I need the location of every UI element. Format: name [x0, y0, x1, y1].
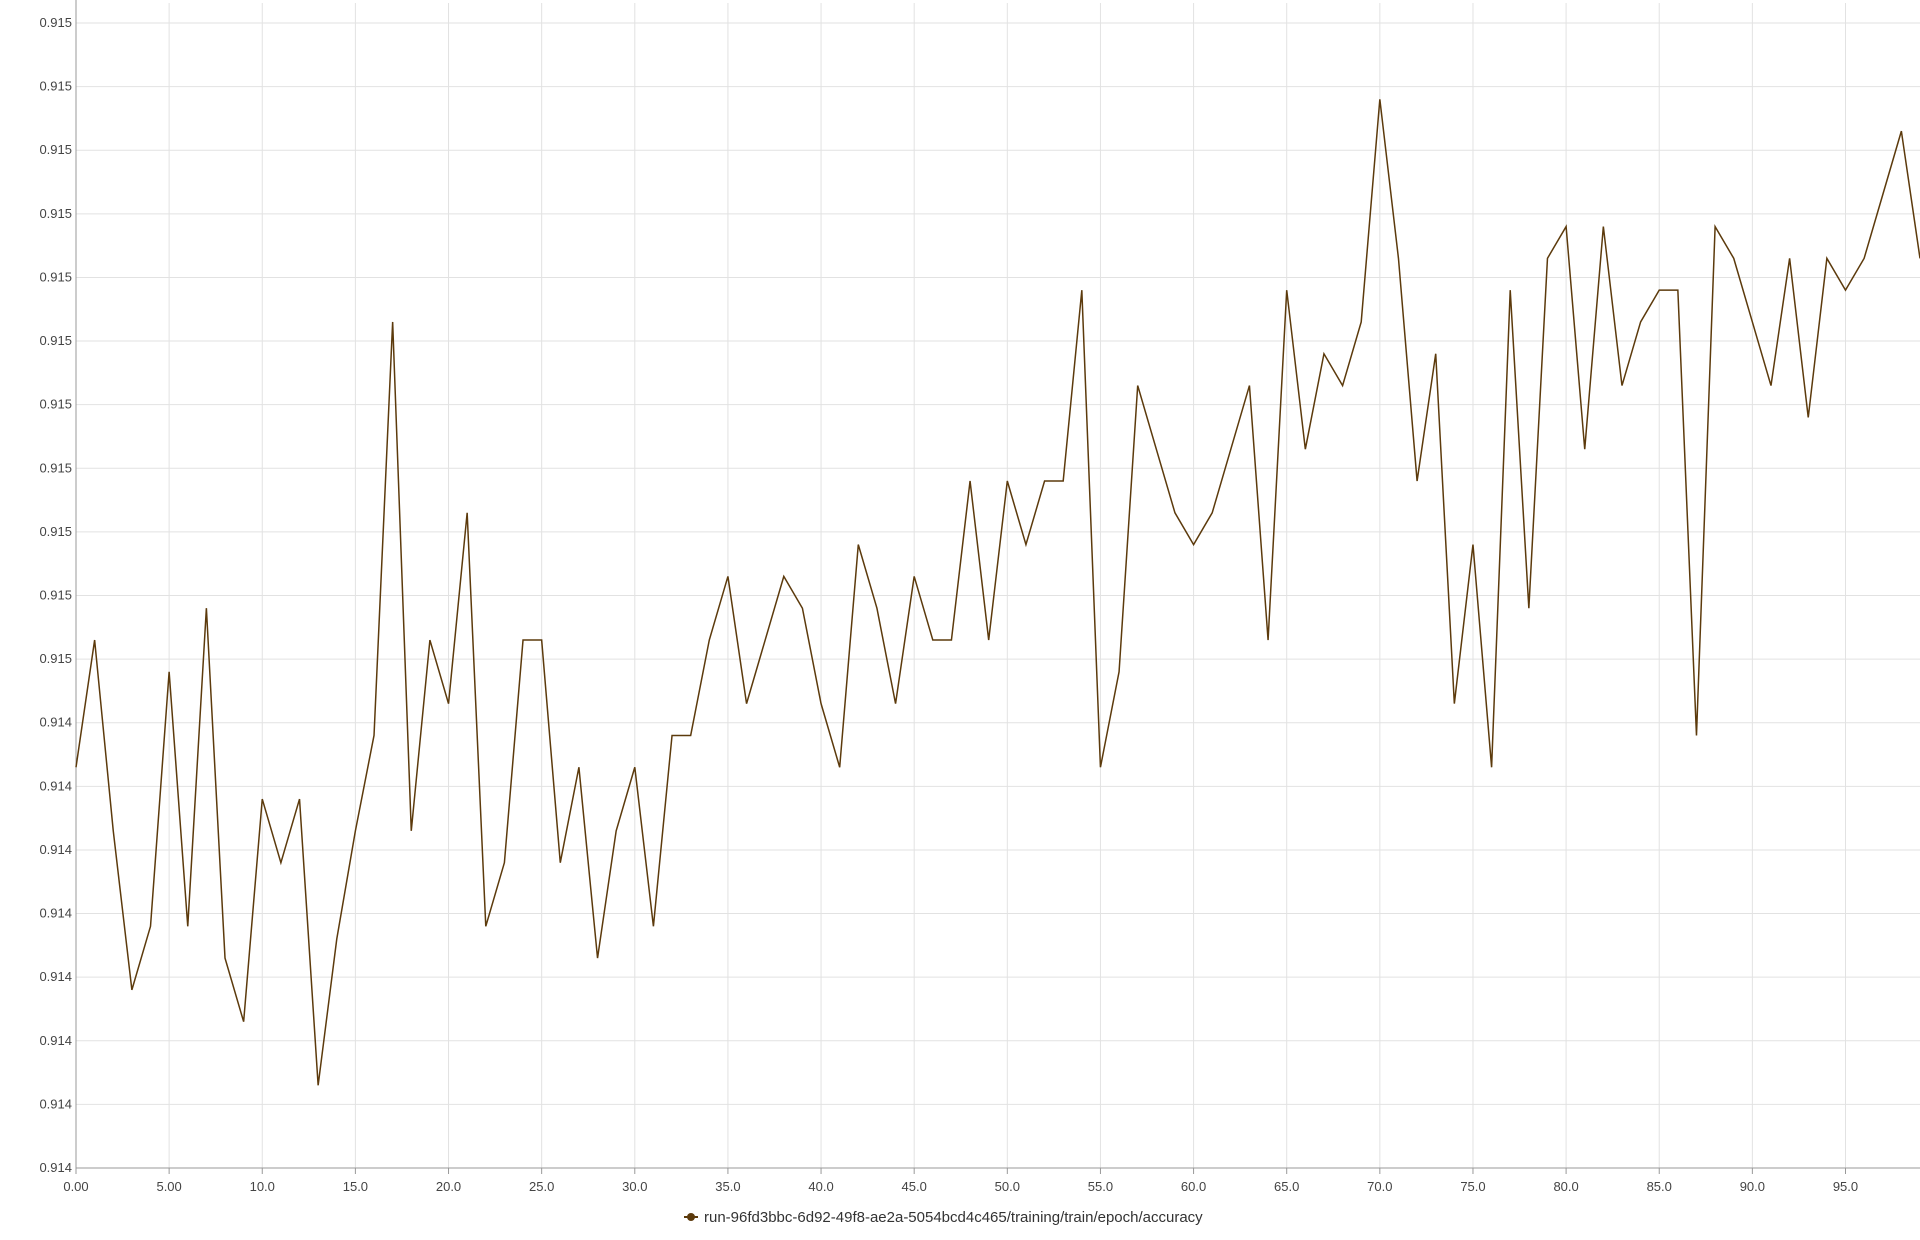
x-tick-label: 25.0 — [529, 1179, 554, 1194]
x-tick-label: 40.0 — [808, 1179, 833, 1194]
y-tick-label: 0.915 — [39, 524, 72, 539]
series-line — [75, 99, 1920, 1086]
y-tick-label: 0.915 — [39, 397, 72, 412]
x-tick-label: 15.0 — [343, 1179, 368, 1194]
y-tick-label: 0.914 — [39, 1033, 72, 1048]
x-tick-label: 70.0 — [1367, 1179, 1392, 1194]
x-tick-label: 20.0 — [436, 1179, 461, 1194]
x-tick-label: 30.0 — [622, 1179, 647, 1194]
y-tick-label: 0.914 — [39, 1096, 72, 1111]
legend-label: run-96fd3bbc-6d92-49f8-ae2a-5054bcd4c465… — [704, 1209, 1203, 1226]
y-tick-label: 0.914 — [39, 778, 72, 793]
x-tick-label: 0.00 — [63, 1179, 88, 1194]
x-tick-label: 95.0 — [1833, 1179, 1858, 1194]
x-tick-label: 10.0 — [250, 1179, 275, 1194]
x-tick-label: 55.0 — [1088, 1179, 1113, 1194]
y-tick-label: 0.914 — [39, 1160, 72, 1175]
x-tick-label: 50.0 — [995, 1179, 1020, 1194]
legend-swatch-dot — [687, 1213, 695, 1221]
x-tick-label: 80.0 — [1553, 1179, 1578, 1194]
x-tick-label: 85.0 — [1647, 1179, 1672, 1194]
grid-lines — [75, 3, 1920, 1169]
y-tick-label: 0.915 — [39, 588, 72, 603]
y-tick-label: 0.915 — [39, 79, 72, 94]
y-tick-label: 0.915 — [39, 142, 72, 157]
x-tick-label: 90.0 — [1740, 1179, 1765, 1194]
y-tick-label: 0.914 — [39, 906, 72, 921]
y-tick-label: 0.915 — [39, 651, 72, 666]
y-tick-label: 0.915 — [39, 269, 72, 284]
x-tick-label: 5.00 — [156, 1179, 181, 1194]
x-tick-label: 60.0 — [1181, 1179, 1206, 1194]
legend[interactable]: run-96fd3bbc-6d92-49f8-ae2a-5054bcd4c465… — [684, 1209, 1203, 1226]
y-tick-label: 0.915 — [39, 15, 72, 30]
y-tick-label: 0.914 — [39, 842, 72, 857]
y-tick-label: 0.915 — [39, 206, 72, 221]
y-tick-label: 0.915 — [39, 460, 72, 475]
x-tick-label: 75.0 — [1460, 1179, 1485, 1194]
y-tick-label: 0.914 — [39, 969, 72, 984]
x-tick-label: 45.0 — [902, 1179, 927, 1194]
y-tick-label: 0.915 — [39, 333, 72, 348]
x-tick-label: 65.0 — [1274, 1179, 1299, 1194]
x-tick-label: 35.0 — [715, 1179, 740, 1194]
y-tick-label: 0.914 — [39, 715, 72, 730]
